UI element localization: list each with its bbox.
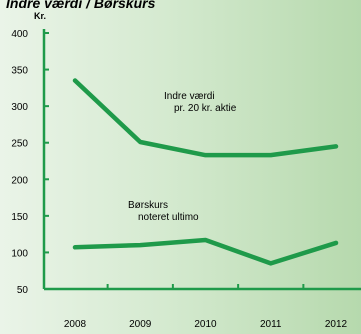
series-annotation-0: Indre værdi xyxy=(164,91,215,102)
x-tick-label: 2009 xyxy=(129,319,152,330)
chart-title: Indre værdi / Børskurs xyxy=(6,0,156,11)
y-tick-label: 300 xyxy=(11,102,28,113)
y-tick-label: 150 xyxy=(11,212,28,223)
series-annotation-0: pr. 20 kr. aktie xyxy=(174,103,237,114)
series-annotation-1: noteret ultimo xyxy=(138,212,199,223)
series-line-1 xyxy=(72,237,339,266)
x-tick-label: 2012 xyxy=(325,319,348,330)
x-tick-label: 2008 xyxy=(64,319,87,330)
series-annotation-1: Børskurs xyxy=(128,200,168,211)
y-tick-label: 100 xyxy=(11,248,28,259)
y-tick-label: 400 xyxy=(11,29,28,40)
y-axis-unit-label: Kr. xyxy=(34,11,46,21)
series-line-0 xyxy=(72,78,339,158)
y-tick-label: 350 xyxy=(11,66,28,77)
y-tick-label: 200 xyxy=(11,175,28,186)
x-tick-label: 2011 xyxy=(260,319,282,330)
x-tick-label: 2010 xyxy=(194,319,217,330)
y-tick-label: 250 xyxy=(11,139,28,150)
y-tick-label: 50 xyxy=(17,285,29,296)
